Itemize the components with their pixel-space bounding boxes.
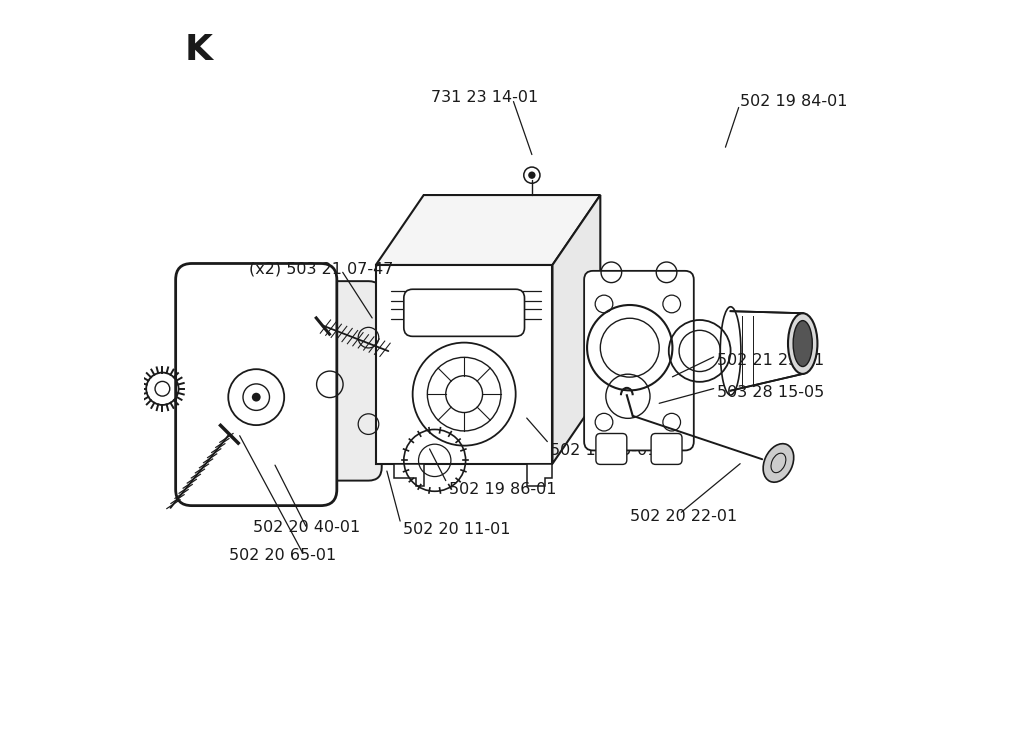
Text: K: K (184, 33, 213, 67)
Ellipse shape (788, 314, 817, 374)
FancyBboxPatch shape (596, 434, 627, 464)
FancyBboxPatch shape (403, 289, 524, 336)
Polygon shape (553, 195, 600, 464)
Text: 502 20 40-01: 502 20 40-01 (253, 520, 360, 535)
Text: 502 21 23-01: 502 21 23-01 (717, 353, 824, 368)
Circle shape (252, 393, 261, 402)
FancyBboxPatch shape (278, 281, 382, 481)
FancyBboxPatch shape (176, 263, 337, 506)
FancyBboxPatch shape (651, 434, 682, 464)
Text: 502 19 84-01: 502 19 84-01 (740, 94, 848, 109)
Circle shape (528, 171, 536, 179)
Polygon shape (376, 195, 600, 265)
Text: 502 19 85-01: 502 19 85-01 (550, 443, 657, 458)
Text: 731 23 14-01: 731 23 14-01 (431, 90, 539, 105)
Polygon shape (730, 311, 803, 391)
Polygon shape (394, 464, 424, 486)
Polygon shape (526, 464, 553, 486)
Text: 503 28 15-05: 503 28 15-05 (717, 385, 824, 400)
Text: 502 19 86-01: 502 19 86-01 (449, 482, 556, 497)
Text: 502 20 22-01: 502 20 22-01 (630, 509, 737, 524)
Text: 502 20 11-01: 502 20 11-01 (403, 523, 511, 537)
Ellipse shape (763, 444, 794, 482)
Ellipse shape (794, 321, 812, 367)
Text: (x2) 503 21 07-47: (x2) 503 21 07-47 (249, 262, 393, 277)
Text: 502 20 65-01: 502 20 65-01 (229, 548, 337, 563)
FancyBboxPatch shape (584, 271, 694, 450)
Polygon shape (376, 265, 553, 464)
